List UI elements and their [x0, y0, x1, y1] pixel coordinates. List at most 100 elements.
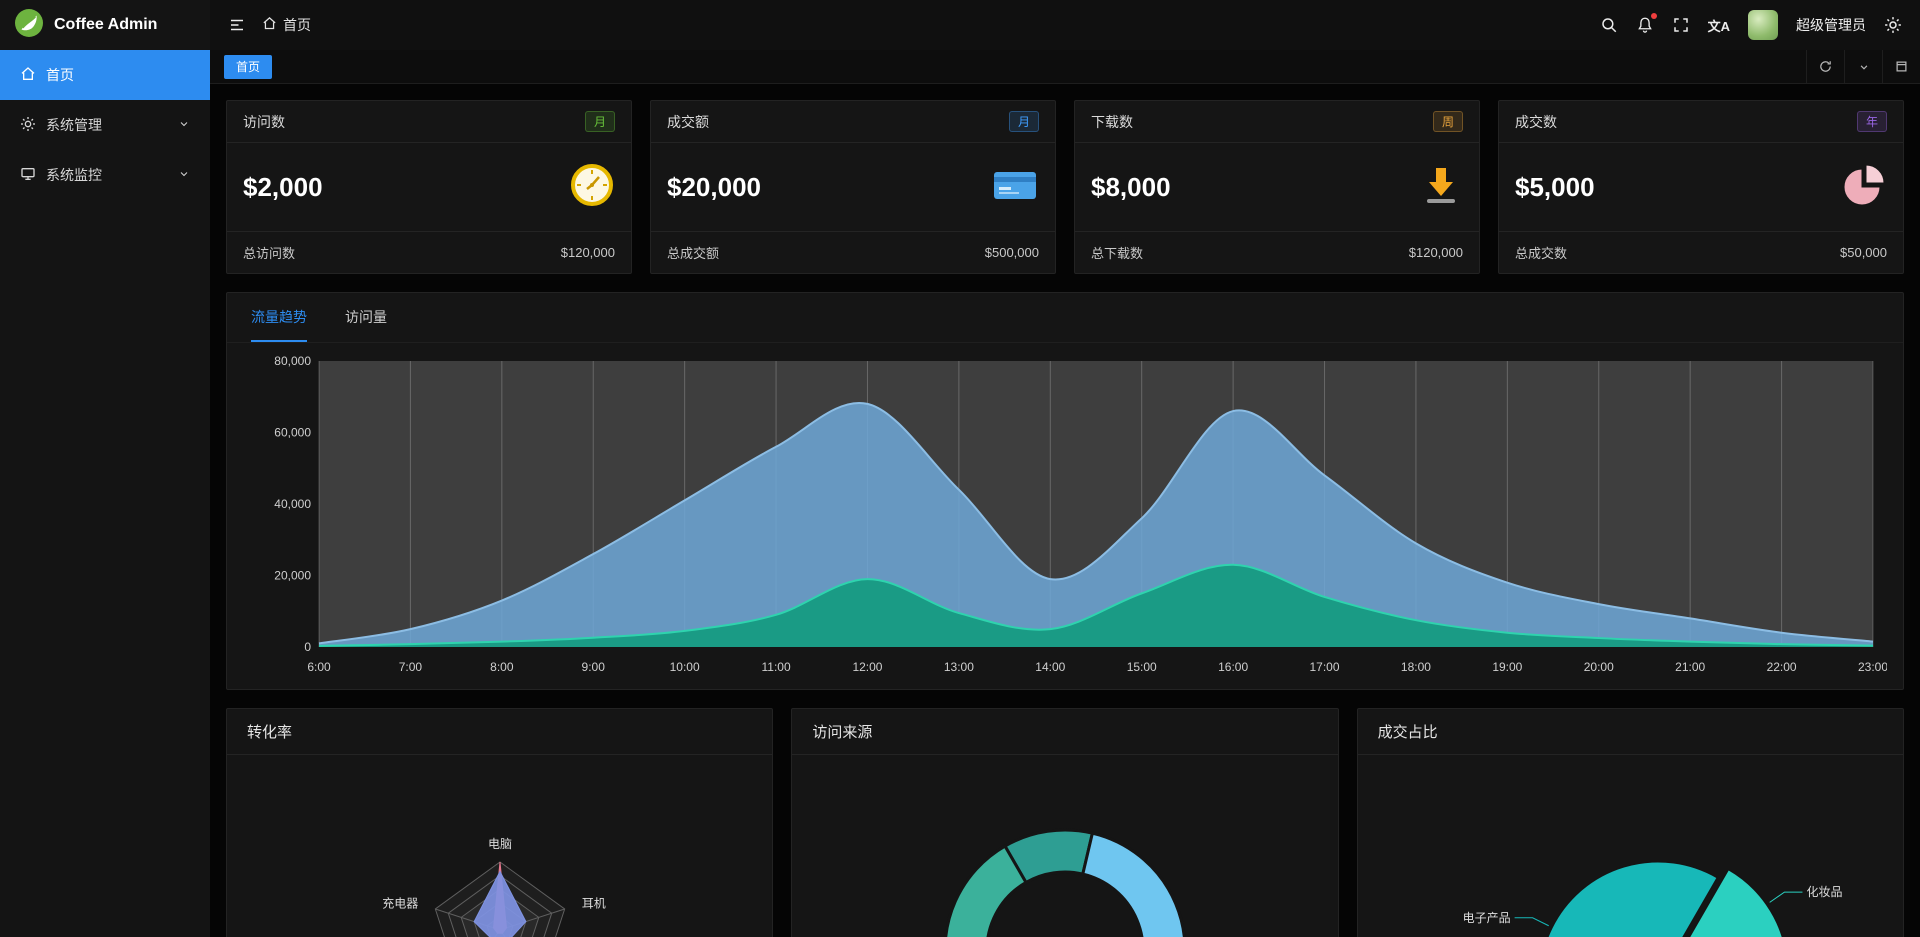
sidebar-item-label: 首页	[46, 67, 74, 83]
stat-row: 访问数 月 $2,000	[226, 100, 1904, 274]
collapse-sidebar-icon[interactable]	[228, 16, 246, 34]
breadcrumb[interactable]: 首页	[262, 15, 311, 35]
chevron-down-icon	[178, 167, 190, 183]
stat-card-header: 访问数 月	[227, 101, 631, 143]
svg-text:电子产品: 电子产品	[1462, 911, 1510, 925]
svg-text:6:00: 6:00	[307, 660, 331, 674]
stat-card-footer: 总成交额 $500,000	[651, 231, 1055, 273]
stat-footer-label: 总成交额	[667, 246, 720, 261]
avatar[interactable]	[1748, 10, 1778, 40]
stat-value: $5,000	[1515, 171, 1595, 202]
svg-text:11:00: 11:00	[761, 660, 790, 674]
leaf-logo-icon	[14, 8, 44, 43]
stat-card-footer: 总成交数 $50,000	[1499, 231, 1903, 273]
visit-source-card: 访问来源	[791, 708, 1339, 937]
tab-options-chevron-icon[interactable]	[1844, 50, 1882, 83]
svg-text:20:00: 20:00	[1584, 660, 1614, 674]
svg-text:7:00: 7:00	[399, 660, 423, 674]
svg-text:9:00: 9:00	[582, 660, 606, 674]
stat-card-footer: 总访问数 $120,000	[227, 231, 631, 273]
translate-icon[interactable]: 文A	[1707, 18, 1730, 34]
stat-footer-label: 总下载数	[1091, 246, 1144, 261]
notification-dot	[1650, 13, 1657, 19]
stat-card-body: $5,000	[1499, 143, 1903, 231]
card-title: 转化率	[227, 709, 773, 755]
stat-card-visits: 访问数 月 $2,000	[226, 100, 632, 274]
stat-badge: 周	[1432, 111, 1463, 132]
credit-card-icon	[991, 165, 1039, 210]
chevron-down-icon	[178, 117, 190, 133]
tab-home[interactable]: 首页	[224, 54, 273, 79]
svg-text:19:00: 19:00	[1492, 660, 1522, 674]
svg-text:10:00: 10:00	[670, 660, 700, 674]
logo[interactable]: Coffee Admin	[0, 0, 210, 50]
sidebar-item-label: 系统监控	[46, 167, 102, 183]
stat-badge: 月	[584, 111, 615, 132]
navbar-right: 文A 超级管理员	[1600, 10, 1902, 40]
stat-card-header: 成交数 年	[1499, 101, 1903, 143]
stat-footer-value: $120,000	[1408, 245, 1463, 260]
donut-chart	[944, 828, 1187, 937]
svg-text:40,000: 40,000	[274, 497, 311, 511]
search-icon[interactable]	[1600, 16, 1618, 34]
svg-text:23:00: 23:00	[1858, 660, 1887, 674]
svg-text:20,000: 20,000	[274, 569, 311, 583]
content: 访问数 月 $2,000	[210, 84, 1920, 937]
breadcrumb-item: 首页	[283, 17, 311, 33]
card-title: 访问来源	[792, 709, 1338, 755]
gear-icon	[20, 116, 36, 135]
stat-card-header: 下载数 周	[1075, 101, 1479, 143]
svg-text:电脑: 电脑	[488, 837, 512, 851]
svg-text:18:00: 18:00	[1401, 660, 1431, 674]
svg-text:充电器: 充电器	[382, 895, 418, 910]
sidebar-item-system-management[interactable]: 系统管理	[0, 100, 210, 150]
trend-chart: 6:00 7:00 8:00 9:00 10:00 11:00 12:00 13:00 14:0…	[227, 343, 1903, 689]
stat-card-title: 下载数	[1091, 113, 1133, 130]
stat-card-body: $2,000	[227, 143, 631, 231]
fullscreen-icon[interactable]	[1672, 16, 1690, 34]
conversion-rate-card: 转化率 电脑耳机 充电器	[226, 708, 774, 937]
svg-text:17:00: 17:00	[1310, 660, 1340, 674]
svg-text:22:00: 22:00	[1767, 660, 1797, 674]
bell-icon[interactable]	[1636, 13, 1657, 34]
sidebar-item-home[interactable]: 首页	[0, 50, 210, 100]
gauge-icon	[569, 162, 615, 213]
stat-value: $8,000	[1091, 171, 1171, 202]
stat-footer-label: 总成交数	[1515, 246, 1568, 261]
stat-card-title: 成交额	[667, 113, 709, 130]
svg-text:耳机: 耳机	[582, 896, 606, 910]
svg-text:16:00: 16:00	[1218, 660, 1248, 674]
svg-text:21:00: 21:00	[1675, 660, 1705, 674]
svg-text:15:00: 15:00	[1127, 660, 1157, 674]
stat-value: $2,000	[243, 171, 323, 202]
settings-gear-icon[interactable]	[1884, 16, 1902, 34]
pie-icon	[1841, 162, 1887, 213]
area-chart: 6:00 7:00 8:00 9:00 10:00 11:00 12:00 13:00 14:0…	[274, 354, 1887, 674]
logo-text: Coffee Admin	[54, 16, 158, 33]
username[interactable]: 超级管理员	[1796, 17, 1866, 33]
refresh-icon[interactable]	[1806, 50, 1844, 83]
stat-card-title: 成交数	[1515, 113, 1557, 130]
stat-card-downloads: 下载数 周 $8,000	[1074, 100, 1480, 274]
svg-text:80,000: 80,000	[274, 354, 311, 368]
sidebar: Coffee Admin 首页 系统管理	[0, 0, 210, 937]
stat-footer-value: $500,000	[984, 245, 1039, 260]
tab-traffic-trend[interactable]: 流量趋势	[251, 293, 307, 342]
svg-text:化妆品: 化妆品	[1806, 885, 1842, 899]
stat-card-turnover: 成交额 月 $20,000	[650, 100, 1056, 274]
bottom-row: 转化率 电脑耳机 充电器 访问来源 成交占比 化妆品电子产品	[226, 708, 1904, 937]
svg-text:60,000: 60,000	[274, 426, 311, 440]
tagsbar: 首页	[210, 50, 1920, 84]
sidebar-item-system-monitor[interactable]: 系统监控	[0, 150, 210, 200]
tab-visits[interactable]: 访问量	[345, 308, 387, 325]
card-title: 成交占比	[1357, 709, 1903, 755]
maximize-icon[interactable]	[1882, 50, 1920, 83]
stat-badge: 年	[1856, 111, 1887, 132]
stat-badge: 月	[1008, 111, 1039, 132]
stat-card-title: 访问数	[243, 113, 285, 130]
stat-card-body: $20,000	[651, 143, 1055, 231]
home-icon	[20, 66, 36, 85]
download-icon	[1419, 163, 1463, 212]
svg-text:14:00: 14:00	[1035, 660, 1065, 674]
